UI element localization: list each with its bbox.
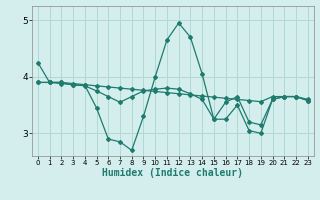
X-axis label: Humidex (Indice chaleur): Humidex (Indice chaleur) (102, 168, 243, 178)
